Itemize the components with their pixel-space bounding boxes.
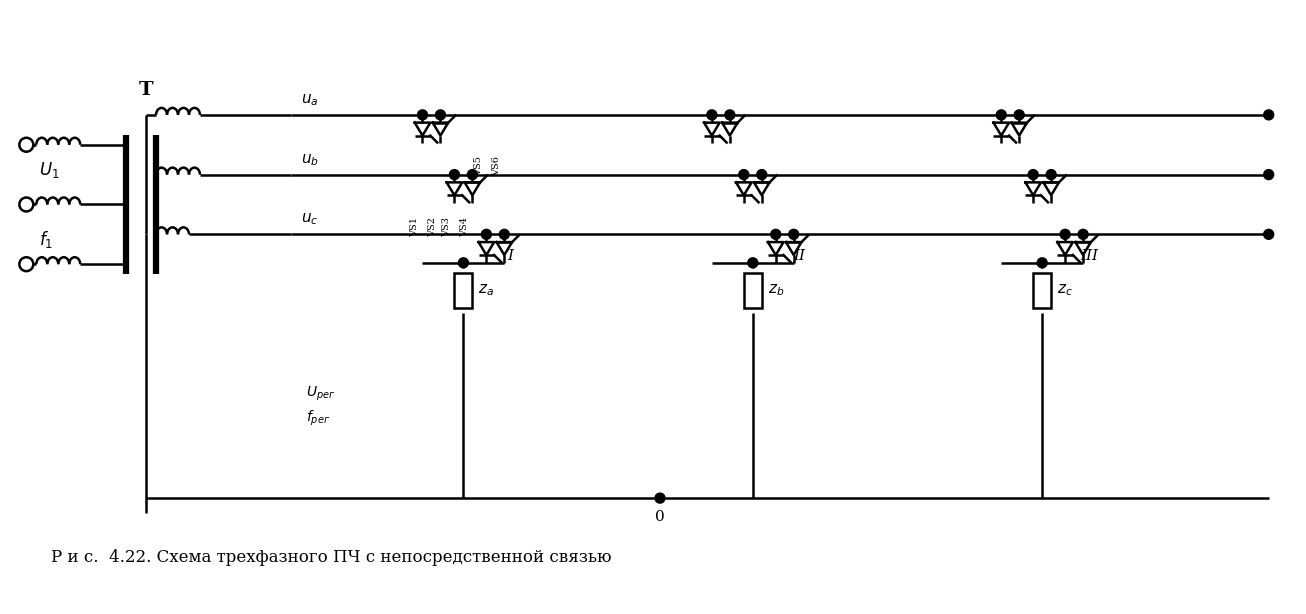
Circle shape [771,230,781,239]
Circle shape [725,110,735,120]
Circle shape [739,169,748,179]
Text: T: T [138,81,153,99]
Circle shape [418,110,427,120]
Text: $z_c$: $z_c$ [1057,282,1074,298]
Circle shape [1060,230,1070,239]
Circle shape [1028,169,1038,179]
Circle shape [468,169,478,179]
Text: $u_c$: $u_c$ [300,212,319,227]
Circle shape [996,110,1006,120]
Text: $z_b$: $z_b$ [768,282,784,298]
Circle shape [1037,258,1047,268]
Text: VS3: VS3 [443,217,452,237]
Circle shape [707,110,717,120]
Circle shape [499,230,509,239]
Circle shape [482,230,491,239]
Text: $U_1$: $U_1$ [39,160,60,180]
Text: I: I [507,249,513,263]
Circle shape [458,258,469,268]
Text: $f_{рег}$: $f_{рег}$ [306,409,330,428]
Text: VS2: VS2 [428,217,438,237]
Text: II: II [794,249,806,263]
Circle shape [748,258,757,268]
Text: Р и с.  4.22. Схема трехфазного ПЧ с непосредственной связью: Р и с. 4.22. Схема трехфазного ПЧ с непо… [51,550,611,566]
Text: VS5: VS5 [474,156,483,176]
Circle shape [1264,110,1273,120]
Text: VS6: VS6 [492,156,502,176]
Circle shape [449,169,460,179]
Circle shape [1264,230,1273,239]
Text: VS4: VS4 [461,217,469,237]
Text: III: III [1080,249,1098,263]
Circle shape [1015,110,1024,120]
Circle shape [756,169,767,179]
Circle shape [1077,230,1088,239]
Text: $z_a$: $z_a$ [478,282,494,298]
Text: VS1: VS1 [410,217,419,237]
Bar [1033,273,1051,308]
Circle shape [656,493,665,503]
Text: 0: 0 [656,510,665,524]
Text: $U_{рег}$: $U_{рег}$ [306,384,336,403]
Circle shape [1046,169,1057,179]
Bar [454,273,473,308]
Circle shape [435,110,445,120]
Circle shape [789,230,799,239]
Circle shape [1264,169,1273,179]
Text: $u_a$: $u_a$ [300,92,319,108]
Text: $f_1$: $f_1$ [39,229,54,250]
Bar [744,273,761,308]
Text: $u_b$: $u_b$ [300,152,319,168]
